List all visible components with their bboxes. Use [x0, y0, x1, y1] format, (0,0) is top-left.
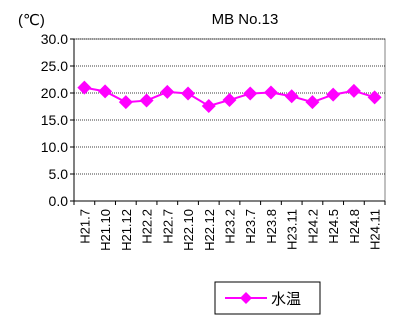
- legend-label: 水温: [271, 290, 301, 308]
- chart-title: MB No.13: [212, 11, 279, 28]
- y-tick-label: 20.0: [41, 85, 68, 101]
- unit-label: (℃): [18, 12, 45, 29]
- data-point: [367, 90, 382, 105]
- x-tick-label: H24.8: [347, 209, 362, 244]
- data-point: [77, 80, 92, 95]
- plot-area: [73, 38, 386, 202]
- data-point: [222, 93, 237, 108]
- x-tick-label: H22.12: [202, 209, 217, 251]
- data-point: [263, 85, 278, 100]
- data-point: [201, 98, 216, 113]
- y-tick-label: 10.0: [41, 139, 68, 155]
- data-point: [346, 83, 361, 98]
- y-tick-label: 25.0: [41, 58, 68, 74]
- y-tick-label: 15.0: [41, 112, 68, 128]
- data-point: [284, 89, 299, 104]
- x-tick-label: H23.2: [223, 209, 238, 244]
- x-tick-label: H22.2: [140, 209, 155, 244]
- x-tick-label: H21.7: [77, 209, 92, 244]
- data-point: [98, 84, 113, 99]
- series-layer: [77, 80, 382, 113]
- data-point: [181, 86, 196, 101]
- data-point: [243, 86, 258, 101]
- x-tick-label: H22.10: [181, 209, 196, 251]
- x-tick-label: H23.8: [264, 209, 279, 244]
- x-tick-label: H24.5: [326, 209, 341, 244]
- x-axis: H21.7 H21.10 H21.12 H22.2 H22.7 H22.10 H22.12 H…: [73, 200, 386, 251]
- x-tick-label: H24.2: [305, 209, 320, 244]
- x-tick-label: H23.11: [285, 209, 300, 250]
- y-tick-label: 30.0: [41, 31, 68, 47]
- x-tick-label: H21.12: [119, 209, 134, 251]
- data-point: [118, 95, 133, 110]
- legend-marker: [240, 292, 252, 304]
- y-tick-label: 0.0: [49, 193, 69, 209]
- x-tick-label: H22.7: [160, 209, 175, 244]
- data-point: [160, 84, 175, 99]
- y-tick-label: 5.0: [49, 166, 69, 182]
- data-point: [305, 95, 320, 110]
- y-axis: 0.0 5.0 10.0 15.0 20.0 25.0 30.0: [41, 31, 75, 209]
- data-point: [139, 93, 154, 108]
- legend: 水温: [214, 281, 321, 315]
- x-tick-label: H24.11: [368, 209, 383, 250]
- data-point: [326, 87, 341, 102]
- x-tick-label: H21.10: [98, 209, 113, 251]
- x-tick-label: H23.7: [243, 209, 258, 244]
